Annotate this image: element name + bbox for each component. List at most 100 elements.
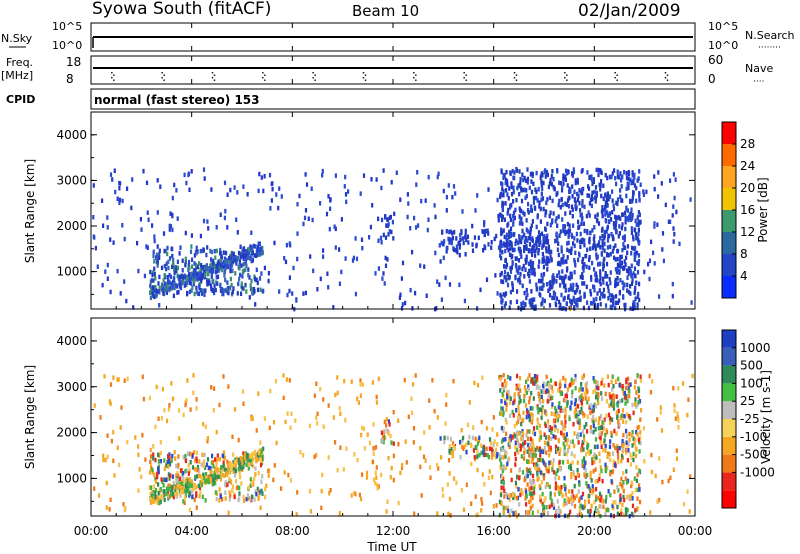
- range-gate-cell: [574, 178, 577, 183]
- range-gate-cell: [154, 487, 158, 493]
- range-gate-cell: [629, 382, 632, 387]
- range-gate-cell: [152, 499, 155, 504]
- range-gate-cell: [222, 259, 225, 265]
- range-gate-cell: [636, 260, 639, 265]
- range-gate-cell: [291, 291, 294, 296]
- range-gate-cell: [648, 258, 652, 264]
- range-gate-cell: [510, 265, 513, 270]
- range-gate-cell: [484, 245, 487, 251]
- range-gate-cell: [308, 423, 312, 429]
- range-gate-cell: [540, 272, 543, 278]
- xtick-label: 12:00: [376, 524, 411, 538]
- range-gate-cell: [557, 252, 560, 258]
- range-gate-cell: [536, 405, 539, 411]
- range-gate-cell: [506, 374, 510, 380]
- range-gate-cell: [370, 177, 373, 182]
- range-gate-cell: [447, 183, 450, 188]
- range-gate-cell: [609, 298, 613, 303]
- range-gate-cell: [547, 435, 550, 440]
- range-gate-cell: [252, 456, 255, 462]
- range-gate-cell: [634, 285, 637, 290]
- range-gate-cell: [554, 406, 557, 411]
- range-gate-cell: [211, 269, 215, 274]
- range-gate-cell: [558, 275, 561, 280]
- range-gate-cell: [557, 388, 560, 393]
- range-gate-cell: [417, 223, 420, 228]
- range-gate-cell: [192, 281, 195, 287]
- range-gate-cell: [499, 492, 503, 498]
- range-gate-cell: [532, 450, 535, 455]
- range-gate-cell: [589, 288, 592, 294]
- range-gate-cell: [137, 268, 140, 274]
- range-gate-cell: [130, 205, 133, 211]
- range-gate-cell: [530, 459, 533, 464]
- range-gate-cell: [597, 496, 600, 501]
- range-gate-cell: [563, 415, 567, 420]
- range-gate-cell: [448, 229, 451, 235]
- range-gate-cell: [500, 279, 503, 284]
- range-gate-cell: [637, 394, 640, 399]
- range-gate-cell: [116, 445, 119, 450]
- range-gate-cell: [437, 171, 440, 177]
- range-gate-cell: [593, 240, 596, 246]
- range-gate-cell: [211, 288, 214, 293]
- range-gate-cell: [215, 471, 218, 476]
- range-gate-cell: [547, 249, 550, 254]
- range-gate-cell: [179, 484, 182, 489]
- range-gate-cell: [637, 386, 640, 391]
- colorbar-tick-label: 100: [740, 376, 763, 390]
- range-gate-cell: [188, 259, 191, 265]
- range-gate-cell: [531, 456, 534, 462]
- range-gate-cell: [576, 460, 579, 465]
- range-gate-cell: [411, 249, 414, 255]
- range-gate-cell: [634, 487, 637, 493]
- range-gate-cell: [554, 381, 557, 387]
- nave-dot: [515, 74, 518, 76]
- range-gate-cell: [517, 391, 520, 397]
- range-gate-cell: [151, 499, 154, 504]
- range-gate-cell: [502, 506, 505, 511]
- range-gate-cell: [512, 222, 515, 227]
- range-gate-cell: [445, 229, 448, 234]
- range-gate-cell: [574, 386, 577, 391]
- range-gate-cell: [618, 499, 621, 505]
- range-gate-cell: [581, 491, 585, 497]
- range-gate-cell: [496, 451, 499, 457]
- range-gate-cell: [550, 436, 553, 441]
- range-gate-cell: [188, 507, 191, 513]
- range-gate-cell: [542, 473, 545, 478]
- range-gate-cell: [446, 482, 449, 487]
- range-gate-cell: [638, 193, 641, 199]
- colorbar-swatch: [722, 401, 736, 419]
- range-gate-cell: [157, 416, 160, 421]
- range-gate-cell: [509, 217, 512, 223]
- range-gate-cell: [551, 295, 554, 301]
- range-gate-cell: [272, 477, 275, 483]
- range-gate-cell: [579, 432, 582, 437]
- range-gate-cell: [658, 294, 661, 299]
- range-gate-cell: [634, 437, 637, 443]
- range-gate-cell: [636, 487, 639, 493]
- range-gate-cell: [405, 460, 408, 465]
- range-gate-cell: [149, 459, 152, 464]
- range-gate-cell: [579, 503, 582, 508]
- nave-dot: [666, 79, 669, 81]
- range-gate-cell: [549, 495, 552, 500]
- range-gate-cell: [488, 446, 491, 451]
- range-gate-cell: [623, 259, 626, 264]
- range-gate-cell: [340, 269, 343, 275]
- range-gate-cell: [448, 240, 451, 245]
- range-gate-cell: [251, 416, 254, 421]
- range-gate-cell: [181, 274, 184, 279]
- nave-dot: [262, 72, 264, 74]
- range-gate-cell: [153, 259, 156, 264]
- range-gate-cell: [538, 423, 542, 429]
- range-gate-cell: [598, 472, 601, 478]
- range-gate-cell: [614, 277, 617, 283]
- range-gate-cell: [374, 480, 377, 486]
- range-gate-cell: [175, 268, 178, 274]
- range-gate-cell: [256, 244, 259, 250]
- range-gate-cell: [500, 485, 503, 490]
- range-gate-cell: [483, 222, 486, 228]
- range-gate-cell: [296, 256, 299, 262]
